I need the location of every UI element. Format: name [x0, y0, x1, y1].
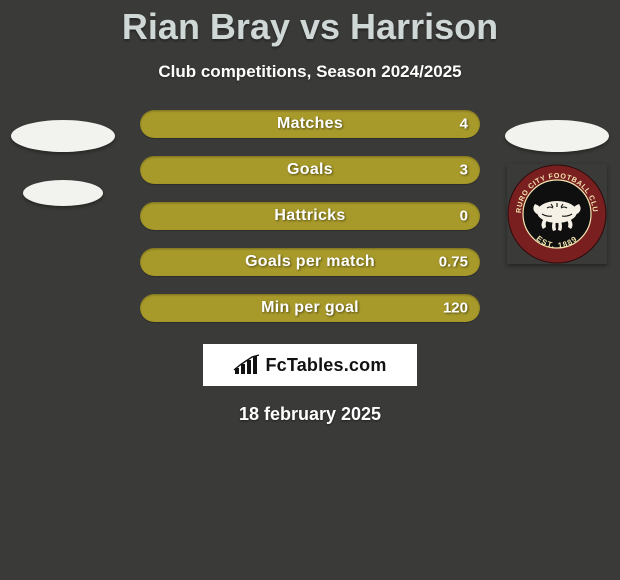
stat-label: Goals [287, 161, 333, 179]
stat-row: Goals 3 [140, 156, 480, 184]
stat-right-value: 3 [460, 162, 468, 179]
stat-row: Goals per match 0.75 [140, 248, 480, 276]
stat-row: Min per goal 120 [140, 294, 480, 322]
stat-right-value: 0.75 [439, 254, 468, 271]
page-title: Rian Bray vs Harrison [0, 0, 620, 48]
stat-label: Matches [277, 115, 343, 133]
left-team-placeholder-column [8, 120, 118, 206]
stat-right-value: 120 [443, 300, 468, 317]
branding-text: FcTables.com [265, 355, 386, 376]
stat-label: Goals per match [245, 253, 375, 271]
club-crest-icon: TRURO CITY FOOTBALL CLUB EST. 1889 [507, 164, 607, 264]
stat-label: Min per goal [261, 299, 359, 317]
stats-list: Matches 4 Goals 3 Hattricks 0 Goals per match 0… [140, 110, 480, 322]
right-team-column: TRURO CITY FOOTBALL CLUB EST. 1889 [502, 120, 612, 264]
stat-right-value: 4 [460, 116, 468, 133]
left-team-placeholder-2 [23, 180, 103, 206]
stat-label: Hattricks [274, 207, 345, 225]
stat-right-value: 0 [460, 208, 468, 225]
stat-row: Matches 4 [140, 110, 480, 138]
stat-row: Hattricks 0 [140, 202, 480, 230]
right-team-placeholder-1 [505, 120, 609, 152]
page-subtitle: Club competitions, Season 2024/2025 [0, 62, 620, 82]
branding-box: FcTables.com [203, 344, 417, 386]
date-text: 18 february 2025 [0, 404, 620, 425]
bars-icon [233, 354, 261, 376]
left-team-placeholder-1 [11, 120, 115, 152]
